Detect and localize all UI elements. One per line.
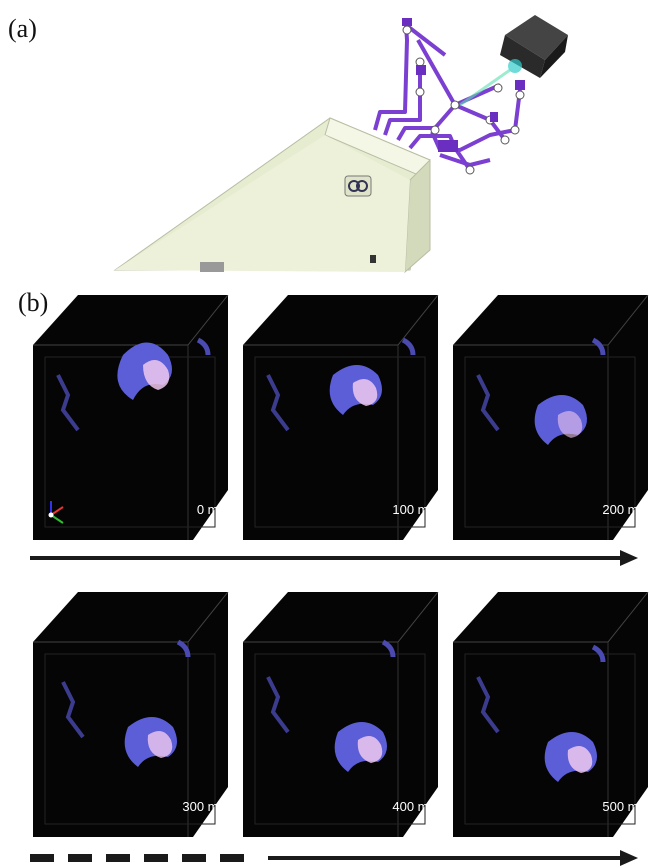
optical-elements — [402, 18, 525, 152]
volume-frame-0ms: 0 ms — [33, 295, 233, 545]
frame-time-label: 500 ms — [602, 799, 645, 814]
frame-time-label: 200 ms — [602, 502, 645, 517]
frame-time-label: 100 ms — [392, 502, 435, 517]
volume-render — [33, 295, 229, 540]
volume-frame-300ms: 300 ms — [33, 592, 233, 842]
laser-housing — [113, 117, 431, 274]
volume-render — [243, 592, 439, 837]
volume-render — [243, 295, 439, 540]
volume-frame-500ms: 500 ms — [453, 592, 649, 842]
frame-time-label: 300 ms — [182, 799, 225, 814]
frame-time-label: 400 ms — [392, 799, 435, 814]
frame-time-label: 0 ms — [196, 502, 225, 517]
volume-frame-400ms: 400 ms — [243, 592, 443, 842]
volume-frame-200ms: 200 ms — [453, 295, 649, 545]
optical-mounts — [402, 25, 525, 175]
time-arrow-bottom — [30, 850, 638, 866]
panel-b-label: (b) — [18, 288, 49, 317]
experimental-setup-illustration — [113, 15, 568, 274]
volume-frame-100ms: 100 ms — [243, 295, 443, 545]
volume-render — [33, 592, 229, 837]
panel-a-label: (a) — [8, 14, 37, 43]
volume-render — [453, 592, 649, 837]
volume-render — [453, 295, 649, 540]
time-arrow-top — [30, 550, 638, 566]
camera — [459, 15, 568, 107]
axis-triad-icon — [48, 501, 64, 524]
